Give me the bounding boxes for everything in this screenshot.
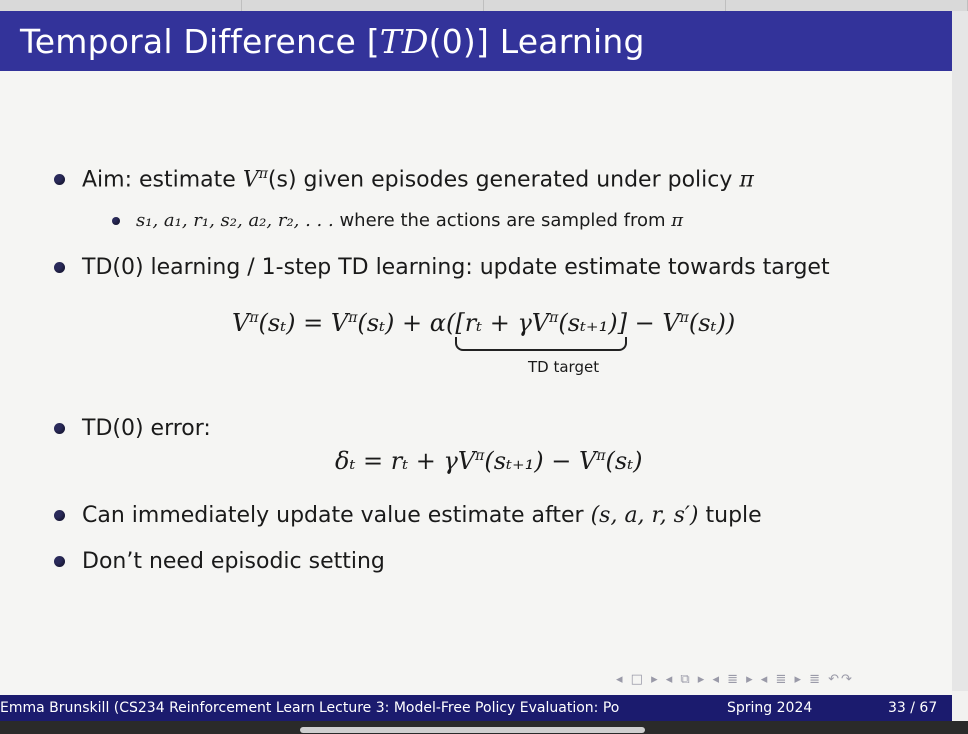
aim-math: V bbox=[242, 167, 259, 193]
title-suffix: ] Learning bbox=[476, 21, 645, 61]
immediate-text-b: tuple bbox=[698, 503, 762, 528]
scrollbar-thumb[interactable] bbox=[300, 727, 645, 733]
slide-title: Temporal Difference [TD(0)] Learning bbox=[20, 22, 645, 61]
tab-3[interactable] bbox=[484, 0, 726, 11]
tab-2[interactable] bbox=[242, 0, 484, 11]
error-text: TD(0) error: bbox=[82, 416, 211, 441]
td-target-group: [rₜ + γVπ(sₜ₊₁)] bbox=[455, 309, 627, 351]
title-prefix: Temporal Difference [ bbox=[20, 21, 380, 61]
bullet-icon bbox=[54, 262, 65, 273]
footer-lecture: Lecture 3: Model-Free Policy Evaluation:… bbox=[319, 700, 620, 716]
bullet-icon bbox=[54, 173, 65, 185]
aim-text-b: (s) given episodes generated under polic… bbox=[267, 167, 740, 193]
footer-author: Emma Brunskill (CS234 Reinforcement Lear… bbox=[0, 700, 315, 716]
td0-text: TD(0) learning / 1-step TD learning: upd… bbox=[82, 255, 830, 280]
aim-sup: π bbox=[258, 166, 268, 182]
title-mid: (0) bbox=[428, 21, 477, 61]
bullet-immediate: Can immediately update value estimate af… bbox=[54, 503, 762, 528]
bullet-icon bbox=[54, 510, 65, 521]
td-update-equation: Vπ(sₜ) = Vπ(sₜ) + α([rₜ + γVπ(sₜ₊₁)] − V… bbox=[232, 309, 735, 351]
title-math: TD bbox=[379, 21, 429, 61]
slide-title-bar: Temporal Difference [TD(0)] Learning bbox=[0, 11, 952, 71]
bullet-icon bbox=[54, 556, 65, 567]
tab-1[interactable] bbox=[0, 0, 242, 11]
footer-page-number: 33 / 67 bbox=[888, 700, 938, 716]
bullet-error: TD(0) error: bbox=[54, 416, 211, 441]
tuple-math: (s, a, r, s′) bbox=[590, 503, 699, 528]
td-target-label: TD target bbox=[528, 358, 600, 376]
underbrace bbox=[455, 337, 627, 351]
immediate-text-a: Can immediately update value estimate af… bbox=[82, 503, 591, 528]
aim-text-a: Aim: estimate bbox=[82, 167, 243, 193]
aim-pi: π bbox=[739, 167, 754, 193]
episodic-text: Don’t need episodic setting bbox=[82, 549, 385, 574]
footer-term: Spring 2024 bbox=[727, 700, 813, 716]
bullet-icon bbox=[54, 423, 65, 434]
tab-4[interactable] bbox=[726, 0, 968, 11]
bullet-aim: Aim: estimate Vπ(s) given episodes gener… bbox=[54, 166, 754, 192]
slide-footer: Emma Brunskill (CS234 Reinforcement Lear… bbox=[0, 695, 952, 721]
sub-bullet-icon bbox=[112, 216, 120, 225]
sequence-pi: π bbox=[671, 210, 684, 231]
window-edge bbox=[952, 11, 968, 691]
bullet-td0: TD(0) learning / 1-step TD learning: upd… bbox=[54, 255, 830, 280]
bullet-episodic: Don’t need episodic setting bbox=[54, 549, 385, 574]
browser-tab-strip bbox=[0, 0, 968, 11]
slide-body: Aim: estimate Vπ(s) given episodes gener… bbox=[0, 71, 952, 695]
subbullet-sequence: s₁, a₁, r₁, s₂, a₂, r₂, . . . where the … bbox=[112, 210, 683, 231]
sequence-math: s₁, a₁, r₁, s₂, a₂, r₂, . . . bbox=[136, 210, 334, 231]
sequence-text: where the actions are sampled from bbox=[333, 210, 672, 231]
beamer-navigation[interactable]: ◂ □ ▸ ◂ ⧉ ▸ ◂ ≣ ▸ ◂ ≣ ▸ ≣ ↶↷ bbox=[616, 672, 854, 687]
td-error-equation: δₜ = rₜ + γVπ(sₜ₊₁) − Vπ(sₜ) bbox=[335, 447, 643, 475]
